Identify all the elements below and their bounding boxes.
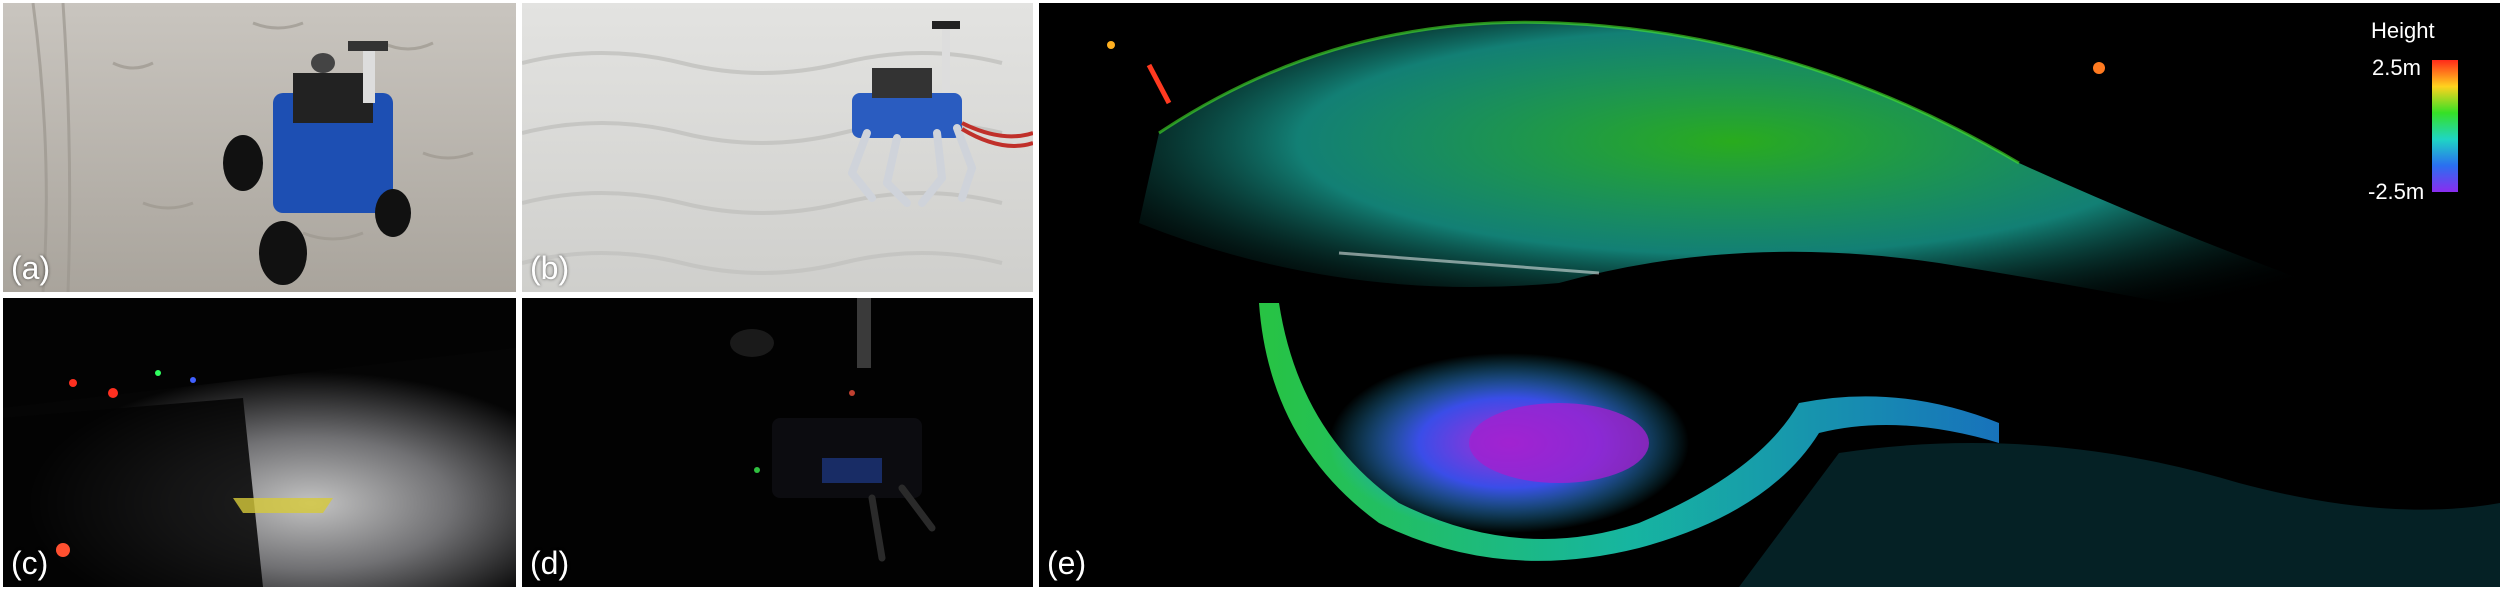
photo-panel-d: (d) (522, 298, 1033, 587)
panel-label-e: (e) (1047, 545, 1087, 581)
panel-label-a: (a) (11, 250, 51, 286)
panel-label-c: (c) (11, 545, 49, 581)
photo-panel-b: (b) (522, 3, 1033, 292)
legend-color-bar (2432, 60, 2458, 192)
point-cloud-panel: (e) (1039, 3, 2500, 587)
quadruped-night-image (522, 298, 1033, 587)
panel-label-d: (d) (530, 545, 570, 581)
panel-label-b: (b) (530, 250, 570, 286)
legend-max-label: 2.5m (2372, 55, 2421, 80)
legend-min-label: -2.5m (2368, 179, 2425, 204)
height-point-cloud-image (1039, 3, 2500, 587)
photo-panel-a: (a) (3, 3, 516, 292)
rover-day-image (3, 3, 516, 292)
photo-panel-c: (c) (3, 298, 516, 587)
quadruped-day-image (522, 3, 1033, 292)
legend-title: Height (2371, 18, 2435, 43)
rover-night-image (3, 298, 516, 587)
